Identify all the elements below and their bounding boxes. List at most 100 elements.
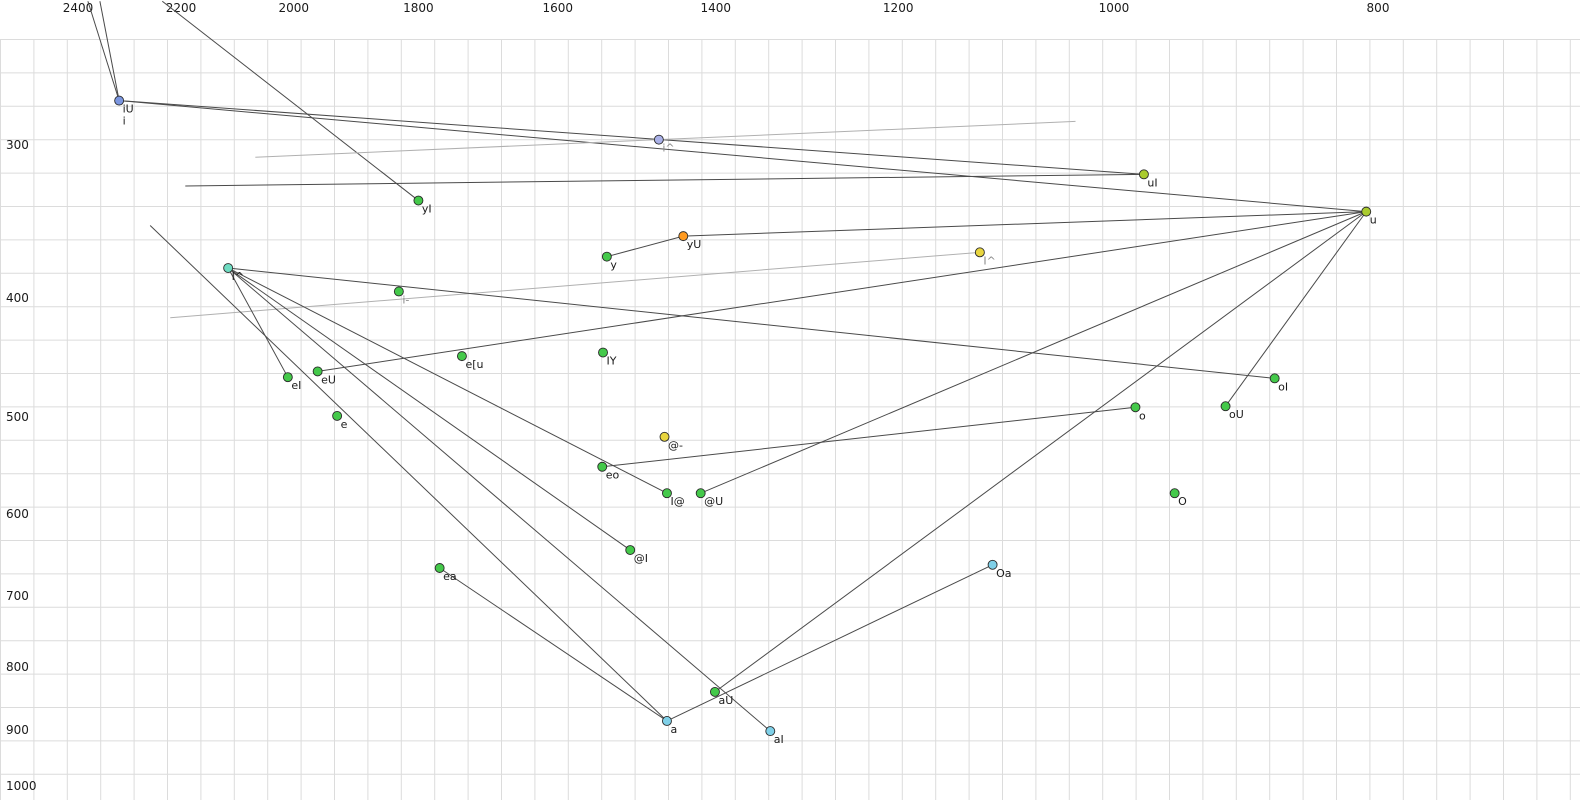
point-label-e-bracket-u: e[u <box>465 358 483 371</box>
point-eo[interactable] <box>597 461 608 472</box>
point-label-eo: eo <box>606 469 620 482</box>
point-eI[interactable] <box>282 372 293 383</box>
point-IY[interactable] <box>598 347 608 358</box>
point-aI[interactable] <box>765 726 776 737</box>
x-axis-ticks: 2400 2200 2000 1800 1600 1400 1200 1000 800 <box>63 1 1390 15</box>
point-u[interactable] <box>1361 206 1372 217</box>
y-tick-label: 300 <box>6 138 29 152</box>
trajectory-line <box>119 100 1367 213</box>
point-label-schwa-I: @I <box>634 552 648 565</box>
trajectory-line <box>683 211 1367 237</box>
point-oU[interactable] <box>1220 401 1231 412</box>
point-O[interactable] <box>1169 488 1180 499</box>
point-e[interactable] <box>332 410 343 421</box>
point-a[interactable] <box>662 716 672 726</box>
point-I-hat[interactable] <box>223 263 234 273</box>
trajectory-line <box>99 1 120 101</box>
trajectory-line <box>87 1 120 101</box>
point-y[interactable] <box>601 251 612 262</box>
point-label-I-hat: I^ <box>232 270 244 283</box>
point-label2-i: i <box>123 115 126 128</box>
point-eU[interactable] <box>312 366 323 377</box>
point-oI[interactable] <box>1269 373 1280 384</box>
y-tick-label: 1000 <box>6 779 37 793</box>
point-label-oI: oI <box>1278 380 1288 393</box>
y-tick-label: 800 <box>6 660 29 674</box>
point-label-o: o <box>1139 409 1146 422</box>
trajectory-line <box>227 267 631 551</box>
segments-layer <box>87 0 1367 732</box>
point-e-bracket-u[interactable] <box>456 351 467 362</box>
point-label-aI: aI <box>774 733 784 746</box>
trajectory-line <box>227 267 289 378</box>
trajectory-line <box>602 406 1136 468</box>
grid-layer <box>0 39 1580 800</box>
point-uI[interactable] <box>1138 169 1149 180</box>
point-label-i-hat-hi: i^ <box>662 142 674 155</box>
trajectory-line <box>119 100 1144 175</box>
trajectory-line <box>149 225 668 722</box>
x-tick-label: 1000 <box>1099 1 1130 15</box>
trajectory-line <box>185 173 1144 187</box>
point-label-yI: yI <box>422 203 432 216</box>
trajectory-line <box>227 267 668 494</box>
point-label-I-hat-r: I^ <box>983 254 995 267</box>
point-label-ea: ea <box>443 570 457 583</box>
point-yI[interactable] <box>413 195 424 206</box>
y-tick-label: 400 <box>6 291 29 305</box>
trajectory-line <box>714 211 1367 693</box>
point-label-uI: uI <box>1147 176 1157 189</box>
point-aU[interactable] <box>710 686 720 697</box>
trajectory-line <box>255 120 1076 158</box>
x-tick-label: 2400 <box>63 1 94 15</box>
point-label-aU: aU <box>718 694 733 707</box>
trajectory-line <box>161 0 419 201</box>
point-i[interactable] <box>114 95 125 106</box>
trajectory-line <box>170 251 980 319</box>
point-schwa-I[interactable] <box>625 545 636 556</box>
x-tick-label: 1200 <box>883 1 914 15</box>
point-ea[interactable] <box>434 563 445 573</box>
trajectory-line <box>666 564 993 722</box>
point-o[interactable] <box>1130 402 1141 413</box>
point-schwa-bar[interactable] <box>659 431 670 442</box>
point-label-schwa-U: @U <box>704 495 723 508</box>
point-label-I-schwa: I@ <box>670 495 684 508</box>
x-tick-label: 2200 <box>166 1 197 15</box>
y-tick-label: 500 <box>6 410 29 424</box>
trajectory-line <box>1225 211 1367 407</box>
trajectory-line <box>700 211 1367 494</box>
point-label-Oa: Oa <box>996 567 1011 580</box>
y-tick-label: 900 <box>6 723 29 737</box>
point-label-eU: eU <box>321 373 336 386</box>
point-label-a: a <box>670 723 677 736</box>
y-axis-ticks: 300 400 500 600 700 800 900 1000 <box>6 138 37 793</box>
point-i-hat-hi[interactable] <box>653 134 664 145</box>
point-label-e: e <box>341 418 348 431</box>
y-tick-label: 700 <box>6 589 29 603</box>
point-i-bar[interactable] <box>393 286 404 297</box>
x-tick-label: 800 <box>1367 1 1390 15</box>
point-I-schwa[interactable] <box>662 488 672 499</box>
x-tick-label: 2000 <box>278 1 309 15</box>
point-schwa-U[interactable] <box>695 488 706 499</box>
trajectory-line <box>606 235 684 258</box>
point-label-schwa-bar: @- <box>668 439 683 452</box>
trajectory-line <box>317 211 1367 372</box>
point-label-oU: oU <box>1229 408 1244 421</box>
point-label-y: y <box>610 259 617 272</box>
points-layer <box>114 95 1372 737</box>
point-yU[interactable] <box>678 231 689 242</box>
x-tick-label: 1600 <box>543 1 574 15</box>
trajectory-line <box>439 567 668 722</box>
point-label-IY: IY <box>607 355 617 368</box>
point-label-i-bar: i- <box>402 293 409 306</box>
point-label-O: O <box>1178 495 1187 508</box>
point-Oa[interactable] <box>987 559 998 570</box>
point-label-yU: yU <box>687 238 702 251</box>
y-tick-label: 600 <box>6 507 29 521</box>
point-I-hat-r[interactable] <box>974 247 985 258</box>
point-label-eI: eI <box>291 379 301 392</box>
